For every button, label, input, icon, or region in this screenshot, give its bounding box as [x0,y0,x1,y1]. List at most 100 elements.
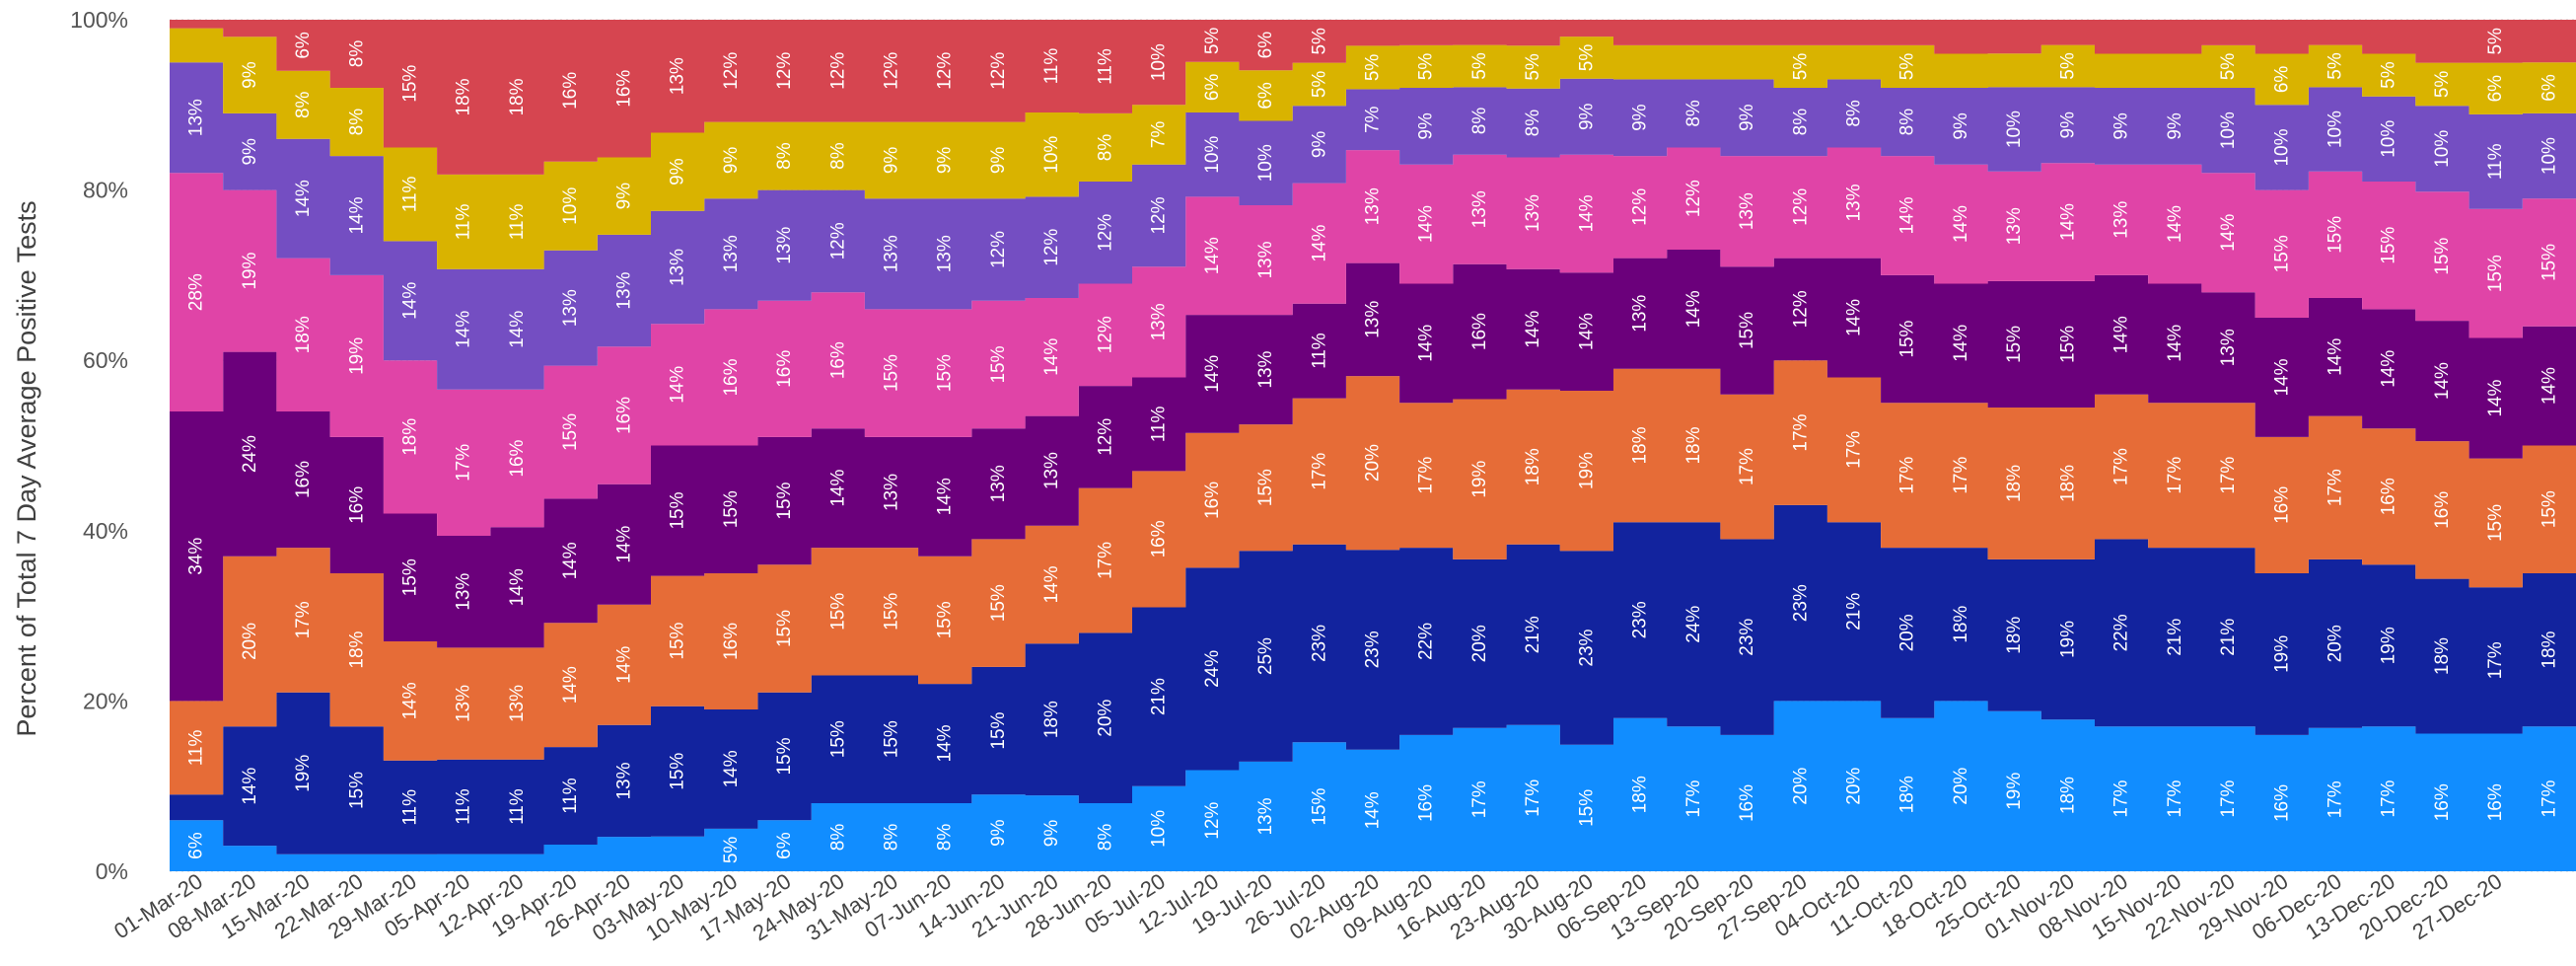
data-label: 17% [2326,469,2346,506]
data-label: 19% [2379,627,2399,664]
data-label: 18% [1630,426,1651,464]
data-label: 17% [2379,780,2399,817]
data-label: 12% [1041,229,1062,266]
data-label: 23% [1630,601,1651,638]
data-label: 9% [613,183,634,210]
data-label: 16% [1416,784,1437,822]
data-label: 11% [1309,333,1329,369]
data-label: 5% [1202,28,1223,55]
data-label: 18% [293,316,314,353]
data-label: 14% [1416,325,1437,362]
data-label: 10% [1149,810,1170,848]
data-label: 5% [1790,53,1811,81]
data-label: 9% [1041,820,1062,848]
data-label: 16% [2432,491,2453,529]
data-label: 14% [293,180,314,217]
data-label: 14% [1041,565,1062,603]
data-label: 5% [1363,54,1384,82]
data-label: 14% [560,542,581,579]
data-label: 14% [1951,205,1971,243]
data-label: 15% [827,720,848,758]
data-label: 14% [2271,358,2292,396]
data-label: 12% [988,52,1009,90]
data-label: 23% [1363,631,1384,668]
data-label: 23% [1790,584,1811,622]
data-label: 14% [1416,205,1437,243]
data-label: 6% [774,832,795,859]
data-label: 20% [1897,614,1918,651]
data-label: 18% [346,631,367,668]
data-label: 13% [2004,207,2025,245]
data-label: 6% [2485,75,2506,103]
data-label: 20% [2326,625,2346,662]
data-label: 14% [1202,237,1223,274]
data-label: 20% [1790,768,1811,805]
data-label: 18% [2539,631,2559,668]
data-label: 17% [1416,457,1437,494]
data-label: 14% [2539,367,2559,405]
data-label: 14% [613,526,634,563]
data-label: 16% [774,350,795,388]
data-label: 14% [1202,355,1223,393]
data-label: 25% [1255,637,1276,675]
data-label: 5% [721,837,742,864]
data-label: 34% [186,538,207,575]
data-label: 9% [882,147,902,175]
data-label: 12% [1095,316,1115,353]
data-label: 6% [293,32,314,59]
data-label: 15% [668,753,688,790]
data-label: 13% [668,57,688,95]
data-label: 15% [935,601,956,638]
data-label: 15% [400,558,421,596]
data-label: 18% [2057,777,2078,814]
data-label: 12% [1095,214,1115,252]
data-label: 9% [240,138,260,166]
data-label: 9% [721,147,742,175]
data-label: 12% [774,52,795,90]
series-area-2 [170,504,2576,855]
data-label: 16% [346,486,367,524]
data-label: 12% [827,222,848,260]
series-area-1 [170,701,2576,871]
data-label: 9% [988,819,1009,847]
data-label: 9% [2111,112,2132,140]
data-label: 13% [721,235,742,272]
data-label: 18% [2004,617,2025,654]
data-label: 15% [827,593,848,631]
data-label: 17% [2218,780,2239,817]
data-label: 9% [1576,103,1597,130]
data-label: 8% [827,824,848,852]
data-label: 20% [1469,625,1490,662]
data-label: 8% [293,91,314,118]
data-label: 10% [1255,144,1276,182]
data-label: 8% [774,142,795,170]
series-area-4 [170,250,2576,702]
data-label: 18% [1523,448,1543,485]
data-label: 11% [454,203,474,240]
data-label: 13% [1630,295,1651,333]
data-label: 20% [1363,444,1384,482]
data-label: 13% [1469,190,1490,228]
data-label: 15% [935,354,956,392]
data-label: 20% [240,623,260,660]
data-label: 13% [1363,187,1384,225]
data-label: 11% [1149,406,1170,442]
data-label: 15% [2485,504,2506,542]
data-label: 16% [613,70,634,108]
data-label: 24% [240,435,260,473]
data-label: 13% [935,235,956,272]
data-label: 16% [1202,482,1223,519]
data-label: 14% [1363,791,1384,829]
data-label: 15% [882,354,902,392]
data-label: 18% [2004,465,2025,502]
data-label: 13% [774,227,795,264]
data-label: 17% [454,444,474,482]
data-label: 16% [560,72,581,110]
data-label: 17% [2326,780,2346,818]
data-label: 15% [1255,469,1276,506]
data-label: 23% [1309,625,1329,662]
data-label: 18% [2432,637,2453,675]
data-label: 13% [1041,452,1062,489]
data-label: 6% [186,832,207,859]
data-label: 16% [2379,478,2399,515]
